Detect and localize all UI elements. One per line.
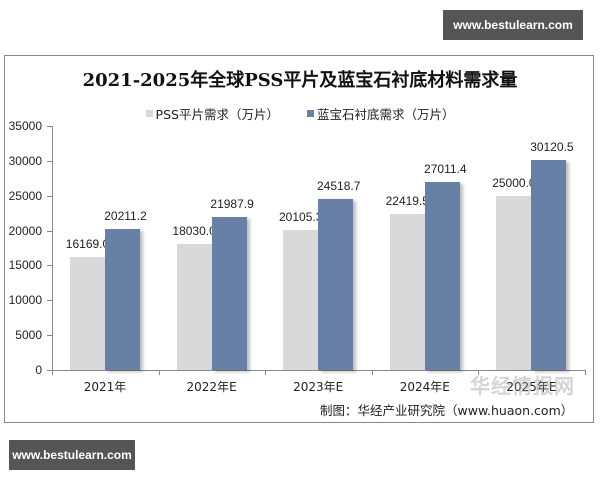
y-tick	[47, 300, 52, 302]
watermark-top: www.bestulearn.com	[443, 10, 583, 40]
bar-sapphire	[105, 229, 140, 370]
legend-label-sapphire: 蓝宝石衬底需求（万片）	[316, 107, 455, 122]
data-label: 22419.5	[385, 193, 429, 208]
data-label: 24518.7	[316, 179, 361, 194]
y-tick-label: 15000	[8, 258, 42, 273]
bar-pss	[283, 229, 319, 370]
x-tick	[265, 370, 267, 375]
y-tick	[47, 265, 52, 267]
y-tick-label: 5000	[15, 328, 42, 343]
data-label: 16169.0	[65, 237, 110, 252]
bar-sapphire	[318, 199, 354, 370]
legend: PSS平片需求（万片） 蓝宝石衬底需求（万片）	[0, 104, 600, 123]
y-tick	[47, 335, 52, 337]
x-tick-label: 2024年E	[399, 380, 450, 394]
bar-pss	[176, 244, 212, 370]
data-label: 27011.4	[424, 161, 467, 176]
y-tick-label: 0	[35, 363, 42, 377]
data-label: 25000.0	[492, 175, 536, 190]
y-tick-label: 25000	[8, 188, 42, 203]
legend-item-pss: PSS平片需求（万片）	[145, 104, 279, 123]
data-label: 20211.2	[104, 209, 147, 224]
x-tick-label: 2023年E	[293, 380, 344, 394]
x-tick	[371, 370, 373, 375]
y-tick-label: 35000	[8, 119, 42, 133]
data-label: 30120.5	[530, 140, 574, 155]
legend-label-pss: PSS平片需求（万片）	[155, 107, 279, 122]
y-axis	[52, 126, 53, 370]
bar-sapphire	[211, 216, 247, 370]
x-tick-label: 2025年E	[506, 380, 557, 394]
x-tick	[585, 370, 586, 375]
x-tick-label: 2022年E	[186, 380, 237, 394]
bar-pss	[496, 195, 532, 370]
bar-sapphire	[424, 181, 460, 370]
y-tick	[47, 195, 52, 197]
x-axis	[52, 370, 586, 371]
legend-swatch-pss	[145, 110, 153, 117]
data-label: 21987.9	[210, 196, 254, 211]
x-tick	[158, 370, 160, 375]
y-tick	[47, 160, 52, 162]
legend-item-sapphire: 蓝宝石衬底需求（万片）	[306, 104, 455, 123]
source-note: 制图：华经产业研究院（www.huaon.com）	[320, 403, 574, 418]
y-tick	[47, 126, 52, 127]
y-tick	[47, 370, 52, 371]
x-tick	[52, 370, 53, 375]
x-tick	[478, 370, 480, 375]
y-tick-label: 10000	[8, 293, 42, 308]
legend-swatch-sapphire	[306, 110, 314, 117]
y-tick-label: 20000	[8, 223, 42, 238]
x-tick-label: 2021年	[83, 380, 127, 394]
bar-sapphire	[531, 160, 567, 370]
bar-pss	[389, 213, 425, 370]
watermark-bottom: www.bestulearn.com	[9, 440, 135, 470]
data-label: 18030.0	[172, 224, 216, 239]
y-tick	[47, 230, 52, 232]
y-tick-label: 30000	[8, 153, 42, 168]
data-label: 20105.3	[278, 209, 323, 224]
bar-pss	[70, 257, 105, 370]
logo-watermark: 华经情报网	[470, 374, 575, 398]
chart-title: 2021-2025年全球PSS平片及蓝宝石衬底材料需求量	[82, 70, 518, 91]
